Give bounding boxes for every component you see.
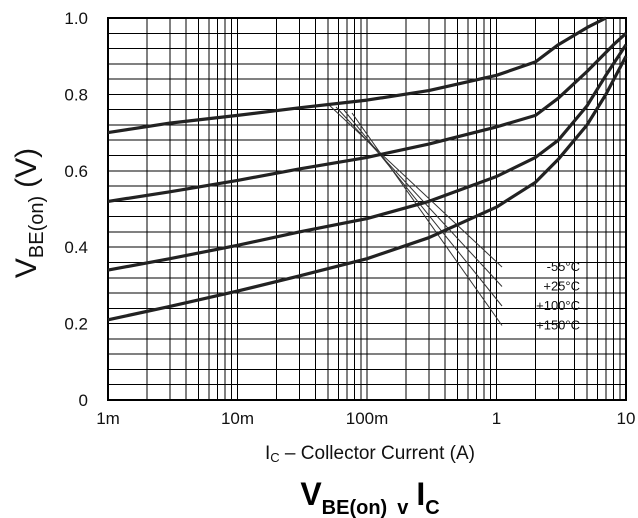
leader-line-3 [351,112,503,326]
x-tick-label: 100m [346,409,389,428]
y-tick-label: 0.6 [64,162,88,181]
legend-entry-1: +25°C [543,279,580,294]
x-axis-label: IC – Collector Current (A) [265,443,475,465]
y-tick-label: 0.2 [64,315,88,334]
y-tick-label: 0.4 [64,238,88,257]
chart-title: VBE(on) v IC [300,476,439,518]
y-axis-label: VBE(on)(V) [10,148,48,278]
legend-entry-3: +150°C [536,318,580,333]
x-tick-label: 10m [221,409,254,428]
x-tick-label: 10 [617,409,636,428]
legend-leader-lines [327,103,503,326]
y-tick-label: 0 [79,391,88,410]
y-tick-label: 0.8 [64,85,88,104]
y-tick-labels: 0 0.2 0.4 0.6 0.8 1.0 [64,9,88,410]
data-series [107,16,628,322]
series-line-2 [107,43,628,272]
leader-line-2 [343,109,503,307]
series-line-3 [107,55,628,322]
legend: -55°C +25°C +100°C +150°C [536,259,580,333]
grid [107,17,627,401]
plot-border [107,17,627,401]
series-line-1 [107,32,628,203]
series-line-0 [107,16,607,135]
y-tick-label: 1.0 [64,9,88,28]
leader-line-1 [335,106,503,287]
x-tick-label: 1m [96,409,120,428]
leader-line-0 [327,103,503,268]
x-tick-label: 1 [492,409,501,428]
x-tick-labels: 1m 10m 100m 1 10 [96,409,635,428]
legend-entry-0: -55°C [547,259,580,274]
legend-entry-2: +100°C [536,298,580,313]
